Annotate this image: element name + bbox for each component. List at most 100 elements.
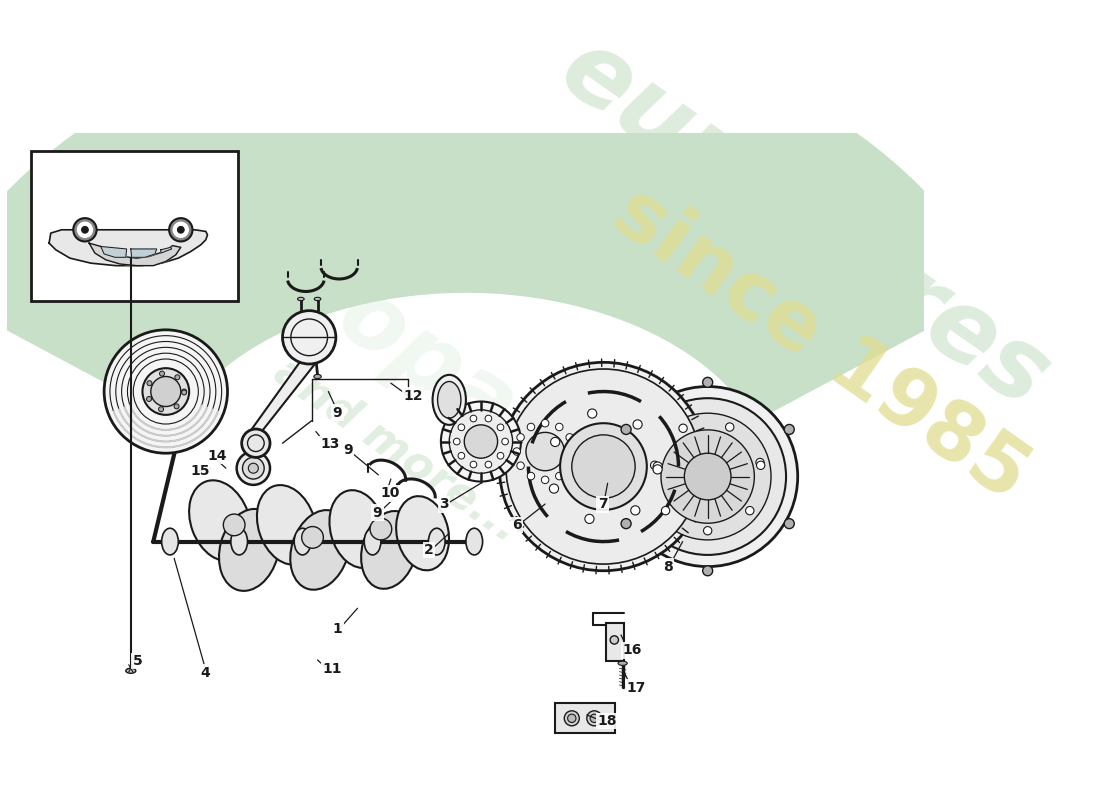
Bar bbox=[606, 623, 625, 661]
Text: 9: 9 bbox=[343, 443, 353, 457]
Circle shape bbox=[182, 389, 187, 394]
Circle shape bbox=[541, 419, 549, 427]
Circle shape bbox=[704, 526, 712, 535]
Circle shape bbox=[517, 434, 525, 441]
Text: 3: 3 bbox=[439, 498, 449, 511]
Circle shape bbox=[158, 406, 164, 412]
Circle shape bbox=[169, 218, 192, 242]
Text: 13: 13 bbox=[321, 438, 340, 451]
Text: 15: 15 bbox=[190, 464, 210, 478]
Circle shape bbox=[549, 484, 559, 493]
Circle shape bbox=[556, 423, 563, 430]
Polygon shape bbox=[250, 361, 318, 431]
Circle shape bbox=[177, 226, 184, 233]
Circle shape bbox=[182, 390, 187, 395]
Circle shape bbox=[485, 461, 492, 468]
Circle shape bbox=[632, 420, 642, 429]
Polygon shape bbox=[131, 249, 156, 258]
Circle shape bbox=[572, 435, 635, 498]
Ellipse shape bbox=[466, 528, 483, 555]
Circle shape bbox=[249, 463, 258, 474]
Polygon shape bbox=[89, 243, 180, 266]
Circle shape bbox=[470, 461, 476, 468]
Ellipse shape bbox=[162, 528, 178, 555]
Ellipse shape bbox=[438, 382, 461, 418]
Text: since 1985: since 1985 bbox=[600, 174, 1043, 517]
Circle shape bbox=[458, 424, 464, 430]
Circle shape bbox=[560, 423, 647, 510]
Circle shape bbox=[621, 518, 631, 529]
Circle shape bbox=[527, 472, 535, 480]
Circle shape bbox=[629, 398, 786, 555]
Circle shape bbox=[143, 368, 189, 415]
Ellipse shape bbox=[314, 374, 321, 378]
Circle shape bbox=[502, 438, 508, 445]
Circle shape bbox=[453, 438, 460, 445]
Text: 4: 4 bbox=[201, 666, 210, 680]
Circle shape bbox=[746, 506, 754, 515]
Text: 9: 9 bbox=[373, 506, 382, 519]
Circle shape bbox=[590, 714, 598, 722]
Ellipse shape bbox=[329, 490, 386, 568]
Circle shape bbox=[497, 453, 504, 459]
Circle shape bbox=[526, 432, 564, 470]
Circle shape bbox=[703, 378, 713, 387]
Circle shape bbox=[726, 423, 734, 431]
Circle shape bbox=[527, 423, 535, 430]
Circle shape bbox=[497, 424, 504, 430]
Text: 6: 6 bbox=[512, 518, 521, 532]
Circle shape bbox=[104, 330, 228, 454]
Ellipse shape bbox=[290, 510, 350, 590]
Circle shape bbox=[485, 415, 492, 422]
Text: 9: 9 bbox=[332, 406, 342, 419]
Circle shape bbox=[653, 465, 662, 474]
Ellipse shape bbox=[315, 298, 321, 301]
Circle shape bbox=[174, 222, 188, 238]
Ellipse shape bbox=[294, 528, 311, 555]
Circle shape bbox=[653, 462, 662, 471]
Ellipse shape bbox=[257, 485, 317, 565]
Circle shape bbox=[645, 413, 771, 540]
Text: europares: europares bbox=[541, 21, 1066, 429]
Text: 2: 2 bbox=[425, 543, 435, 557]
Circle shape bbox=[630, 506, 640, 515]
Circle shape bbox=[784, 425, 794, 434]
Circle shape bbox=[703, 566, 713, 576]
Circle shape bbox=[77, 222, 92, 238]
Circle shape bbox=[587, 409, 597, 418]
Circle shape bbox=[449, 410, 513, 474]
Ellipse shape bbox=[618, 661, 627, 666]
Text: 1: 1 bbox=[332, 622, 342, 636]
Circle shape bbox=[617, 386, 798, 566]
Text: 12: 12 bbox=[404, 389, 422, 403]
Circle shape bbox=[610, 636, 618, 644]
Circle shape bbox=[784, 518, 794, 529]
Circle shape bbox=[661, 430, 755, 523]
Text: 18: 18 bbox=[597, 714, 617, 728]
Circle shape bbox=[497, 403, 594, 500]
Circle shape bbox=[147, 381, 152, 386]
Circle shape bbox=[565, 434, 573, 441]
Circle shape bbox=[650, 461, 659, 470]
Circle shape bbox=[568, 714, 576, 722]
Text: 17: 17 bbox=[626, 681, 646, 694]
Ellipse shape bbox=[125, 668, 135, 674]
Text: 14: 14 bbox=[208, 449, 227, 463]
Ellipse shape bbox=[432, 375, 466, 425]
Circle shape bbox=[570, 448, 578, 455]
Circle shape bbox=[74, 218, 97, 242]
Text: and more...: and more... bbox=[266, 350, 527, 550]
Circle shape bbox=[661, 506, 670, 515]
Circle shape bbox=[175, 374, 180, 380]
Circle shape bbox=[151, 377, 180, 406]
Circle shape bbox=[470, 415, 476, 422]
Circle shape bbox=[242, 458, 264, 479]
Ellipse shape bbox=[219, 509, 279, 591]
Ellipse shape bbox=[297, 298, 305, 301]
Circle shape bbox=[174, 404, 179, 409]
Ellipse shape bbox=[189, 480, 251, 561]
Circle shape bbox=[236, 451, 270, 485]
Bar bbox=[31, 151, 238, 302]
Circle shape bbox=[565, 462, 573, 470]
Circle shape bbox=[621, 425, 631, 434]
